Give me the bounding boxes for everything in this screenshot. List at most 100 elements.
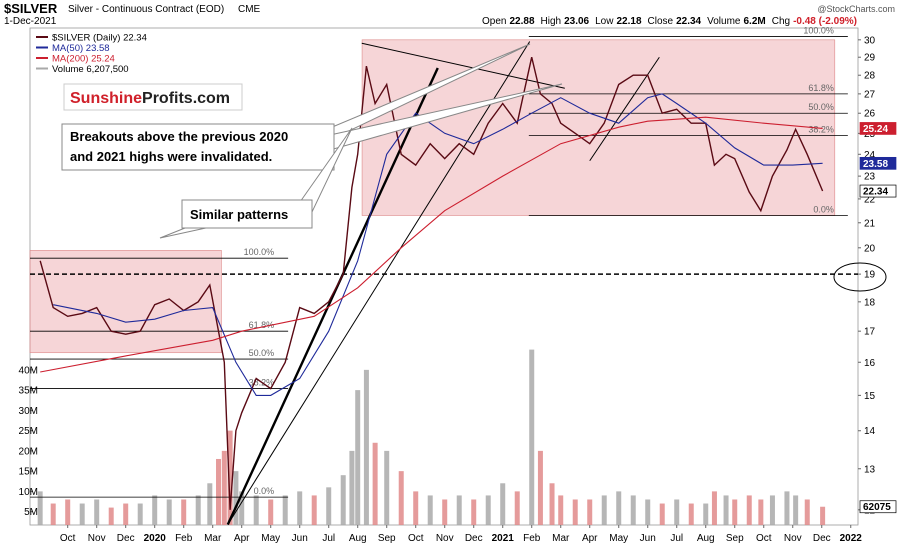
- fib-label: 0.0%: [813, 205, 834, 215]
- y2-tick-label: 30M: [19, 406, 38, 417]
- volume-bar: [398, 471, 404, 525]
- x-tick-label: Sep: [726, 533, 744, 544]
- y-tick-label: 19: [864, 270, 876, 281]
- ohlc-value: 22.18: [616, 16, 641, 27]
- x-tick-label: Apr: [234, 533, 250, 544]
- legend-box: [32, 30, 172, 76]
- volume-bar: [769, 495, 775, 525]
- value-tag: [859, 184, 897, 198]
- fib-label: 50.0%: [249, 348, 275, 358]
- volume-bar: [659, 503, 665, 525]
- volume-bar: [166, 499, 172, 525]
- fib-label: 61.8%: [249, 320, 275, 330]
- volume-bar: [326, 487, 332, 525]
- volume-bar: [152, 495, 158, 525]
- value-tag: [859, 156, 897, 170]
- x-tick-label: Jun: [640, 533, 656, 544]
- shaded-zone: [361, 39, 836, 216]
- volume-bar: [732, 499, 738, 525]
- volume-bar: [442, 499, 448, 525]
- value-tag-label: 23.58: [863, 159, 888, 170]
- y-tick-label: 22: [864, 194, 876, 205]
- y2-tick-label: 20M: [19, 446, 38, 457]
- price-line: [39, 57, 824, 510]
- x-tick-label: Nov: [88, 533, 106, 544]
- volume-bar: [723, 495, 729, 525]
- volume-bar: [384, 450, 390, 525]
- ma-line: [40, 116, 823, 373]
- x-tick-label: Dec: [813, 533, 831, 544]
- value-tag-label: 25.24: [863, 124, 888, 135]
- x-tick-label: Feb: [523, 533, 541, 544]
- volume-bar: [268, 499, 274, 525]
- volume-bar: [50, 503, 56, 525]
- volume-bar: [227, 430, 233, 525]
- x-tick-label: May: [261, 533, 280, 544]
- volume-bar: [746, 495, 752, 525]
- symbol: $SILVER: [4, 1, 58, 16]
- legend-entry: Volume 6,207,500: [52, 64, 129, 75]
- y-tick-label: 23: [864, 172, 876, 183]
- volume-bar: [372, 442, 378, 525]
- volume-bar: [549, 483, 555, 525]
- volume-bar: [674, 499, 680, 525]
- callout-text: Breakouts above the previous 2020: [70, 129, 288, 144]
- watermark: @StockCharts.com: [817, 4, 895, 14]
- volume-bar: [616, 491, 622, 525]
- fib-label: 0.0%: [254, 486, 275, 496]
- trendline: [227, 41, 531, 525]
- y2-tick-label: 5M: [24, 507, 38, 518]
- callout-box: [61, 123, 335, 171]
- volume-bar: [758, 499, 764, 525]
- volume-bar: [630, 495, 636, 525]
- ohlc-value: 22.34: [676, 16, 701, 27]
- volume-bar: [355, 390, 361, 525]
- legend-entry: MA(200) 25.24: [52, 54, 115, 65]
- x-tick-label: Sep: [378, 533, 396, 544]
- x-tick-label: Oct: [60, 533, 76, 544]
- y2-tick-label: 25M: [19, 426, 38, 437]
- x-tick-label: Jul: [670, 533, 683, 544]
- x-tick-label: Jul: [322, 533, 335, 544]
- volume-bar: [572, 499, 578, 525]
- callout-text: and 2021 highs were invalidated.: [70, 149, 272, 164]
- volume-bar: [793, 495, 799, 525]
- y-tick-label: 17: [864, 327, 876, 338]
- y-tick-label: 15: [864, 391, 876, 402]
- volume-bar: [688, 503, 694, 525]
- volume-bar: [195, 495, 201, 525]
- subtitle: Silver - Continuous Contract (EOD): [68, 4, 224, 15]
- volume-bar: [804, 499, 810, 525]
- volume-bar: [239, 491, 245, 525]
- ohlc-value: 22.88: [509, 16, 534, 27]
- shaded-zone: [29, 250, 222, 354]
- volume-bar: [216, 458, 222, 525]
- volume-bar: [537, 450, 543, 525]
- volume-bar: [601, 495, 607, 525]
- logo-part: Sunshine: [70, 90, 142, 107]
- y-tick-label: 20: [864, 243, 876, 254]
- x-tick-label: Feb: [175, 533, 193, 544]
- x-tick-label: Mar: [204, 533, 222, 544]
- volume-bar: [703, 503, 709, 525]
- ohlc-value: 6.2M: [743, 16, 765, 27]
- volume-bar: [471, 499, 477, 525]
- x-tick-label: 2022: [840, 533, 863, 544]
- date: 1-Dec-2021: [4, 16, 57, 27]
- ohlc-label: Close: [648, 16, 674, 27]
- volume-bar: [340, 475, 346, 525]
- ohlc-value: 23.06: [564, 16, 589, 27]
- logo-text: SunshineProfits.com: [70, 90, 230, 107]
- y-tick-label: 29: [864, 53, 876, 64]
- volume-bar: [820, 506, 826, 525]
- x-tick-label: Nov: [784, 533, 802, 544]
- legend: $SILVER (Daily) 22.34 22.34 MA(50) 23.58 23…: [32, 30, 897, 513]
- fib-label: 100.0%: [244, 247, 275, 257]
- y-tick-label: 30: [864, 35, 876, 46]
- ohlc-label: Volume: [707, 16, 741, 27]
- y-tick-label: 26: [864, 109, 876, 120]
- logo-box: [63, 83, 243, 111]
- ohlc-value: -0.48 (-2.09%): [793, 16, 857, 27]
- y2-tick-label: 40M: [19, 365, 38, 376]
